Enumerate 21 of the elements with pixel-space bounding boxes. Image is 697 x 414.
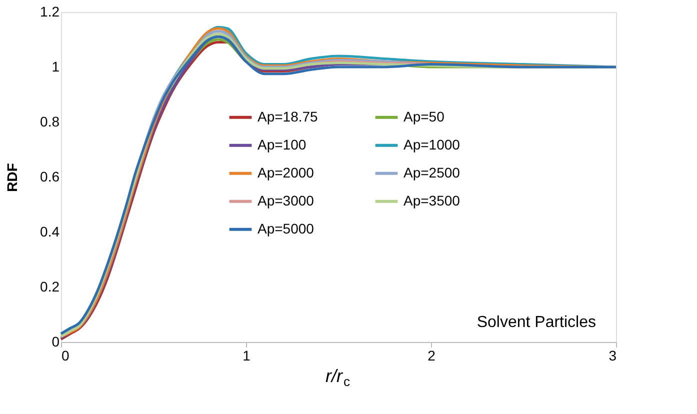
y-tick-label: 0 <box>52 334 60 350</box>
y-tick-label: 0.4 <box>40 224 60 240</box>
annotation: Solvent Particles <box>476 314 596 331</box>
y-tick-label: 0.8 <box>40 114 60 130</box>
x-tick-label: 2 <box>428 348 436 364</box>
y-axis-title: RDF <box>4 162 20 192</box>
x-tick-label: 3 <box>608 348 617 364</box>
legend-label: Ap=3500 <box>404 192 460 208</box>
legend-label: Ap=50 <box>404 108 445 124</box>
legend-label: Ap=2000 <box>258 164 314 180</box>
legend-label: Ap=3000 <box>258 192 314 208</box>
legend-label: Ap=1000 <box>404 136 460 152</box>
legend-label: Ap=2500 <box>404 164 460 180</box>
y-tick-label: 0.6 <box>40 168 60 184</box>
y-tick-label: 0.2 <box>40 278 60 294</box>
y-tick-label: 1 <box>52 58 60 74</box>
legend-label: Ap=5000 <box>258 220 314 236</box>
x-tick-label: 1 <box>242 348 251 364</box>
y-tick-label: 1.2 <box>40 4 60 20</box>
legend-label: Ap=18.75 <box>258 108 318 124</box>
legend-label: Ap=100 <box>258 136 306 152</box>
